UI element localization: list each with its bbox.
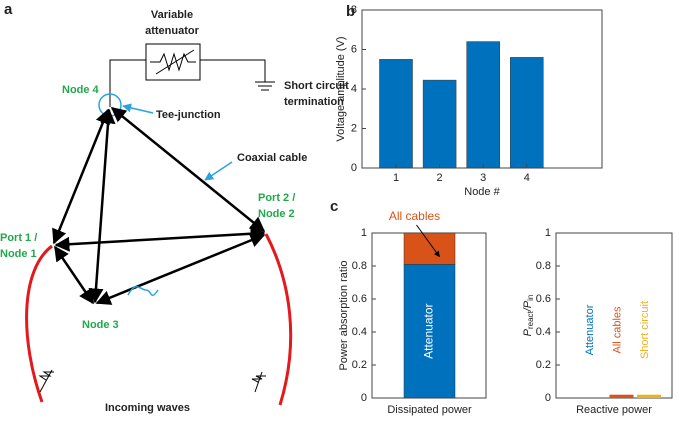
y-tick-label: 0 [351,162,357,174]
attenuator-label: Variable [151,9,193,21]
wire [109,59,266,107]
x-tick-label: 4 [524,172,530,184]
y-tick-label: 0.2 [352,359,367,371]
segment-label: Attenuator [422,303,436,358]
bar-segment [403,264,456,399]
bar [510,57,544,169]
termination-label: Short circuit [284,80,349,92]
y-axis-label: Power absorption ratio [338,260,350,370]
y-tick-label: 0.2 [536,359,551,371]
x-tick-label: 1 [393,172,399,184]
y-tick-label: 0.8 [352,260,367,272]
node-label: Node 1 [0,248,37,260]
category-label: Attenuator [584,304,596,355]
bar [466,41,500,169]
wave-symbol [38,369,266,393]
node-label: Node 3 [82,319,119,331]
y-tick-label: 0 [545,392,551,404]
y-tick-label: 2 [351,122,357,134]
diagram: a Variable attenuator Short circuit term… [0,1,349,414]
arrow [122,103,154,114]
bar-segment [403,232,456,265]
y-axis-label-part: P [522,328,534,336]
cables [52,107,266,305]
bar [379,59,413,169]
y-tick-label: 0.6 [536,293,551,305]
node-label: Node 2 [258,208,295,220]
bar [609,394,634,398]
y-tick-label: 4 [351,83,357,95]
node-label: Port 2 / [258,192,295,204]
plot-box [555,232,673,399]
panel-letter: a [4,1,13,18]
category-label: All cables [611,306,623,354]
bar [637,394,661,398]
y-axis-label-part: /P [522,300,534,312]
panel-letter: b [346,3,355,20]
termination-label: termination [284,96,344,108]
x-tick-label: Dissipated power [387,404,472,416]
arrow [204,161,233,181]
cable-label: Coaxial cable [237,152,307,164]
annotation-arrow [416,224,440,258]
bar [422,79,457,169]
y-axis-label-part: in [526,295,535,301]
x-axis-label: Node # [464,186,500,198]
attenuator-label: attenuator [145,25,200,37]
y-tick-label: 1 [361,227,367,239]
node-label: Node 4 [62,84,100,96]
antenna [25,244,53,403]
waves-label: Incoming waves [105,402,190,414]
y-tick-label: 0.4 [352,326,367,338]
attenuator-symbol [150,49,196,75]
y-tick-label: 1 [545,227,551,239]
antenna [264,233,293,406]
ground [255,81,275,91]
x-tick-label: 2 [437,172,443,184]
x-axis-label: Reactive power [576,404,652,416]
node-label: Port 1 / [0,232,37,244]
y-tick-label: 0.4 [536,326,551,338]
tee-label: Tee-junction [156,109,221,121]
category-label: Short circuit [639,301,651,359]
panel-letter: c [330,198,338,215]
segment-label: All cables [389,209,440,223]
y-tick-label: 8 [351,4,357,16]
y-tick-label: 0.8 [536,260,551,272]
x-tick-label: 3 [480,172,486,184]
cable-coil [127,286,159,297]
y-axis-label: Preact/Pin [522,295,535,337]
y-tick-label: 0.6 [352,293,367,305]
y-tick-label: 6 [351,43,357,55]
y-tick-label: 0 [361,392,367,404]
y-axis-label: Voltage amplitude (V) [335,36,347,141]
y-axis-label-part: react [526,310,535,329]
